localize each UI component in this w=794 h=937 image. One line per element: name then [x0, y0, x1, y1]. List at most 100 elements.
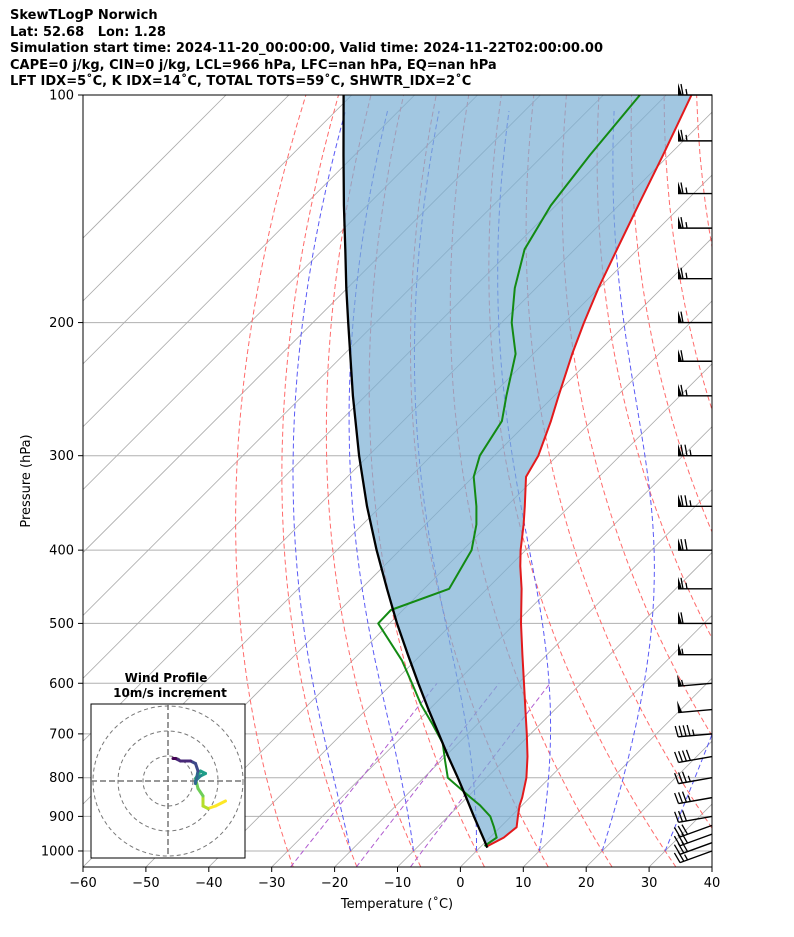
wind-barb	[678, 494, 712, 508]
barb-pennant	[678, 83, 682, 95]
hodograph-title: Wind Profile	[125, 671, 208, 685]
barb-half	[681, 648, 684, 655]
moist-adiabat	[497, 110, 552, 852]
barb-pennant	[678, 216, 682, 229]
dry-adiabat	[729, 95, 794, 867]
barb-shaft	[678, 733, 713, 738]
wind-barb	[673, 833, 713, 847]
barb-half	[685, 222, 688, 229]
barb-pennant	[677, 700, 683, 713]
barb-full	[680, 495, 684, 507]
wind-barb	[674, 771, 713, 785]
temperature-line	[487, 95, 693, 847]
barb-pennant	[678, 576, 682, 589]
barb-pennant	[678, 538, 682, 551]
y-tick-label: 700	[49, 727, 74, 742]
wind-barb	[678, 383, 712, 397]
barb-shaft	[678, 815, 713, 823]
barb-full	[680, 267, 684, 279]
wind-barb	[678, 83, 712, 96]
barb-full	[680, 311, 684, 323]
shaded-area	[343, 95, 692, 846]
barb-pennant	[678, 349, 682, 362]
wind-barb	[674, 749, 713, 764]
x-tick-label: −10	[384, 876, 411, 891]
moist-adiabat	[664, 733, 712, 852]
hodograph-subtitle: 10m/s increment	[113, 686, 227, 700]
barb-shaft	[678, 708, 713, 714]
mixing-ratio-line	[355, 682, 500, 867]
isotherm	[523, 677, 712, 867]
mixing-ratio-line	[290, 682, 438, 867]
y-tick-label: 900	[49, 810, 74, 825]
barb-full	[677, 772, 684, 784]
barb-full	[674, 751, 680, 763]
barb-shaft	[678, 796, 713, 805]
barb-full	[674, 811, 680, 823]
dry-adiabat	[235, 95, 307, 867]
dry-adiabat	[630, 95, 712, 534]
x-tick-label: −50	[132, 876, 159, 891]
wind-barb	[674, 810, 713, 823]
barb-half	[685, 88, 688, 96]
parcel-line	[342, 95, 489, 849]
barb-full	[681, 791, 688, 803]
barb-half	[685, 272, 688, 279]
x-tick-label: −40	[195, 876, 222, 891]
y-tick-label: 400	[49, 544, 74, 559]
wind-barb	[678, 310, 712, 324]
barb-pennant	[678, 443, 682, 456]
barb-full	[680, 217, 684, 229]
isotherm	[775, 95, 794, 867]
barb-full	[681, 824, 689, 835]
wind-barb	[678, 576, 712, 590]
barb-full	[680, 129, 684, 142]
y-tick-label: 500	[49, 617, 74, 632]
barb-half	[685, 187, 688, 194]
wind-barb	[678, 642, 712, 656]
moist-adiabat	[292, 110, 352, 852]
y-tick-label: 100	[49, 89, 74, 104]
barb-half	[685, 582, 688, 589]
wind-barb	[674, 791, 713, 805]
barb-half	[691, 729, 695, 736]
barb-full	[681, 810, 688, 822]
barb-full	[674, 772, 680, 784]
hodograph-segment	[214, 799, 227, 808]
x-axis-label: Temperature (˚C)	[340, 896, 453, 912]
barb-full	[684, 444, 688, 456]
barb-full	[677, 825, 685, 836]
y-tick-label: 600	[49, 677, 74, 692]
barb-half	[687, 795, 691, 802]
barb-full	[680, 384, 684, 396]
barb-full	[673, 835, 681, 847]
isotherm	[83, 95, 415, 428]
y-tick-label: 300	[49, 449, 74, 464]
isotherm	[145, 300, 712, 867]
isotherm	[83, 95, 227, 239]
barb-pennant	[678, 128, 682, 141]
barb-pennant	[677, 674, 683, 687]
barb-shaft	[678, 682, 713, 687]
barb-shaft	[678, 777, 713, 785]
barb-shaft	[679, 850, 713, 864]
wind-barb	[677, 700, 713, 714]
location-coordinates: Lat: 52.68 Lon: 1.28	[10, 24, 166, 40]
wind-barb	[678, 181, 712, 195]
barb-full	[680, 350, 684, 362]
x-tick-label: 0	[456, 876, 464, 891]
barb-full	[677, 810, 684, 822]
barb-full	[673, 852, 681, 863]
wind-barbs	[673, 83, 713, 864]
barb-shaft	[679, 842, 713, 855]
dry-adiabat	[281, 95, 358, 867]
barb-full	[681, 750, 688, 762]
dry-adiabat	[596, 95, 712, 640]
barb-half	[689, 449, 692, 456]
x-tick-label: 40	[704, 876, 721, 891]
barb-full	[682, 725, 687, 737]
cape-shading	[343, 95, 692, 846]
barb-full	[674, 725, 679, 738]
barb-full	[678, 725, 683, 737]
barb-pennant	[678, 383, 682, 396]
